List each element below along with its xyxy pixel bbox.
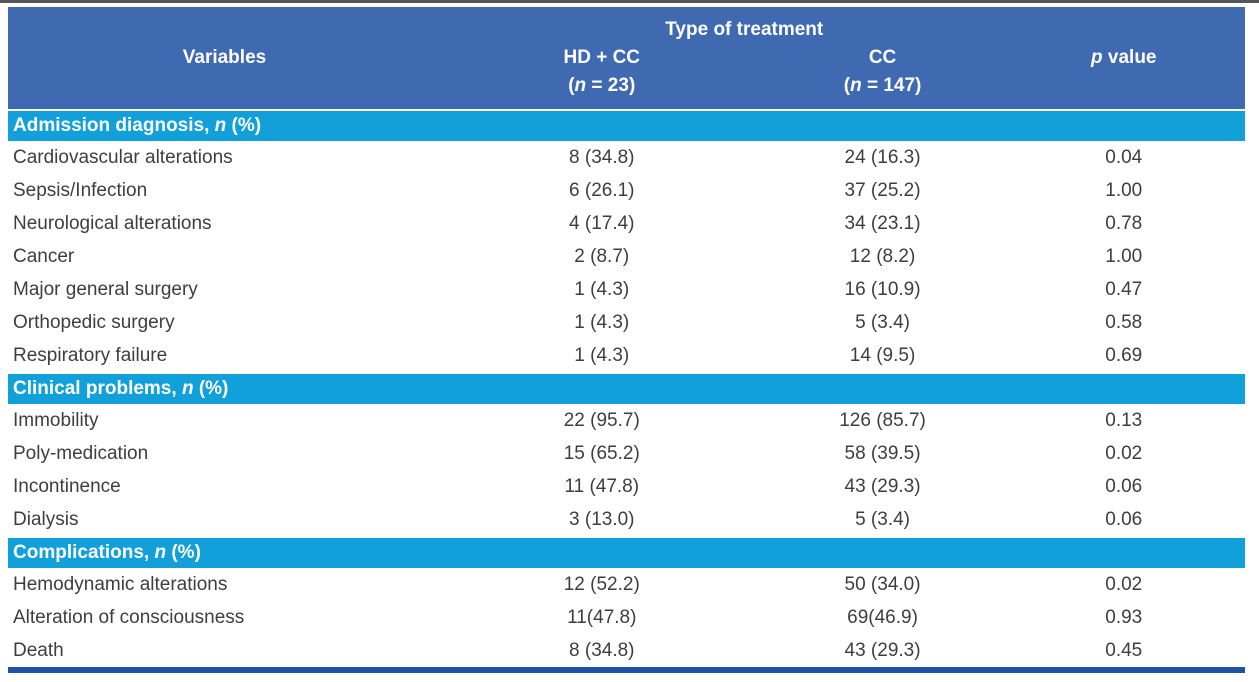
cell-variable: Poly-medication (8, 437, 441, 470)
cell-hdcc: 11(47.8) (440, 601, 763, 634)
cell-pvalue: 0.78 (1002, 207, 1245, 240)
section-title: Clinical problems, n (%) (8, 372, 1245, 404)
cell-hdcc: 1 (4.3) (440, 306, 763, 339)
spanner-empty-left (8, 7, 441, 43)
cell-hdcc: 3 (13.0) (440, 503, 763, 537)
table-row: Hemodynamic alterations 12 (52.2) 50 (34… (8, 568, 1245, 601)
cell-hdcc: 1 (4.3) (440, 339, 763, 373)
table-row: Poly-medication 15 (65.2) 58 (39.5) 0.02 (8, 437, 1245, 470)
cell-cc: 43 (29.3) (762, 634, 1003, 667)
column-header-pvalue: p value (1002, 43, 1245, 73)
cell-variable: Dialysis (8, 503, 441, 537)
cell-pvalue: 1.00 (1002, 174, 1245, 207)
cell-pvalue: 0.47 (1002, 273, 1245, 306)
cell-pvalue: 0.04 (1002, 141, 1245, 174)
section-title: Admission diagnosis, n (%) (8, 109, 1245, 141)
cell-hdcc: 22 (95.7) (440, 404, 763, 437)
table-row: Immobility 22 (95.7) 126 (85.7) 0.13 (8, 404, 1245, 437)
cell-pvalue: 1.00 (1002, 240, 1245, 273)
cell-hdcc: 1 (4.3) (440, 273, 763, 306)
table-bottom-rule (8, 667, 1245, 673)
cell-hdcc: 12 (52.2) (440, 568, 763, 601)
sample-size-row: (n = 23) (n = 147) (8, 73, 1245, 110)
cell-variable: Sepsis/Infection (8, 174, 441, 207)
cell-cc: 14 (9.5) (762, 339, 1003, 373)
section-row-admission-diagnosis: Admission diagnosis, n (%) (8, 109, 1245, 141)
spanner-row: Type of treatment (8, 7, 1245, 43)
cell-pvalue: 0.13 (1002, 404, 1245, 437)
cell-pvalue: 0.02 (1002, 437, 1245, 470)
cell-variable: Major general surgery (8, 273, 441, 306)
samplesize-empty-left (8, 73, 441, 110)
cell-cc: 34 (23.1) (762, 207, 1003, 240)
spanner-empty-right (1002, 7, 1245, 43)
treatment-comparison-table: Type of treatment Variables HD + CC CC (8, 7, 1245, 667)
cell-cc: 58 (39.5) (762, 437, 1003, 470)
column-header-cc: CC (762, 43, 1003, 73)
cell-pvalue: 0.58 (1002, 306, 1245, 339)
cell-pvalue: 0.69 (1002, 339, 1245, 373)
cell-cc: 69(46.9) (762, 601, 1003, 634)
cell-variable: Respiratory failure (8, 339, 441, 373)
table-row: Major general surgery 1 (4.3) 16 (10.9) … (8, 273, 1245, 306)
cell-cc: 5 (3.4) (762, 306, 1003, 339)
cell-cc: 37 (25.2) (762, 174, 1003, 207)
table-row: Neurological alterations 4 (17.4) 34 (23… (8, 207, 1245, 240)
cell-cc: 5 (3.4) (762, 503, 1003, 537)
cell-cc: 16 (10.9) (762, 273, 1003, 306)
cell-cc: 12 (8.2) (762, 240, 1003, 273)
table-row: Sepsis/Infection 6 (26.1) 37 (25.2) 1.00 (8, 174, 1245, 207)
table-top-rule (0, 0, 1259, 3)
table-row: Dialysis 3 (13.0) 5 (3.4) 0.06 (8, 503, 1245, 537)
samplesize-cc: (n = 147) (762, 73, 1003, 110)
section-row-complications: Complications, n (%) (8, 536, 1245, 568)
cell-variable: Hemodynamic alterations (8, 568, 441, 601)
cell-variable: Cancer (8, 240, 441, 273)
table-row: Alteration of consciousness 11(47.8) 69(… (8, 601, 1245, 634)
cell-cc: 126 (85.7) (762, 404, 1003, 437)
spanner-label: Type of treatment (665, 19, 824, 40)
column-header-variables: Variables (8, 43, 441, 73)
cell-cc: 43 (29.3) (762, 470, 1003, 503)
cell-hdcc: 8 (34.8) (440, 634, 763, 667)
cell-pvalue: 0.06 (1002, 503, 1245, 537)
table-header: Type of treatment Variables HD + CC CC (8, 7, 1245, 110)
cell-hdcc: 8 (34.8) (440, 141, 763, 174)
cell-hdcc: 11 (47.8) (440, 470, 763, 503)
cell-hdcc: 2 (8.7) (440, 240, 763, 273)
cell-variable: Orthopedic surgery (8, 306, 441, 339)
table-row: Orthopedic surgery 1 (4.3) 5 (3.4) 0.58 (8, 306, 1245, 339)
samplesize-empty-right (1002, 73, 1245, 110)
table-row: Respiratory failure 1 (4.3) 14 (9.5) 0.6… (8, 339, 1245, 373)
cell-cc: 24 (16.3) (762, 141, 1003, 174)
cell-pvalue: 0.02 (1002, 568, 1245, 601)
section-row-clinical-problems: Clinical problems, n (%) (8, 372, 1245, 404)
cell-pvalue: 0.93 (1002, 601, 1245, 634)
cell-hdcc: 15 (65.2) (440, 437, 763, 470)
cell-variable: Immobility (8, 404, 441, 437)
cell-variable: Alteration of consciousness (8, 601, 441, 634)
cell-pvalue: 0.06 (1002, 470, 1245, 503)
cell-variable: Death (8, 634, 441, 667)
cell-hdcc: 4 (17.4) (440, 207, 763, 240)
cell-variable: Incontinence (8, 470, 441, 503)
table-row: Cancer 2 (8.7) 12 (8.2) 1.00 (8, 240, 1245, 273)
column-header-hdcc: HD + CC (440, 43, 763, 73)
cell-cc: 50 (34.0) (762, 568, 1003, 601)
cell-variable: Cardiovascular alterations (8, 141, 441, 174)
spanner-title: Type of treatment (440, 7, 1003, 43)
table-row: Death 8 (34.8) 43 (29.3) 0.45 (8, 634, 1245, 667)
section-title: Complications, n (%) (8, 536, 1245, 568)
column-header-row: Variables HD + CC CC p value (8, 43, 1245, 73)
table-row: Incontinence 11 (47.8) 43 (29.3) 0.06 (8, 470, 1245, 503)
cell-variable: Neurological alterations (8, 207, 441, 240)
table-container: Type of treatment Variables HD + CC CC (8, 7, 1245, 673)
cell-hdcc: 6 (26.1) (440, 174, 763, 207)
table-row: Cardiovascular alterations 8 (34.8) 24 (… (8, 141, 1245, 174)
samplesize-hdcc: (n = 23) (440, 73, 763, 110)
cell-pvalue: 0.45 (1002, 634, 1245, 667)
table-body: Admission diagnosis, n (%) Cardiovascula… (8, 109, 1245, 667)
